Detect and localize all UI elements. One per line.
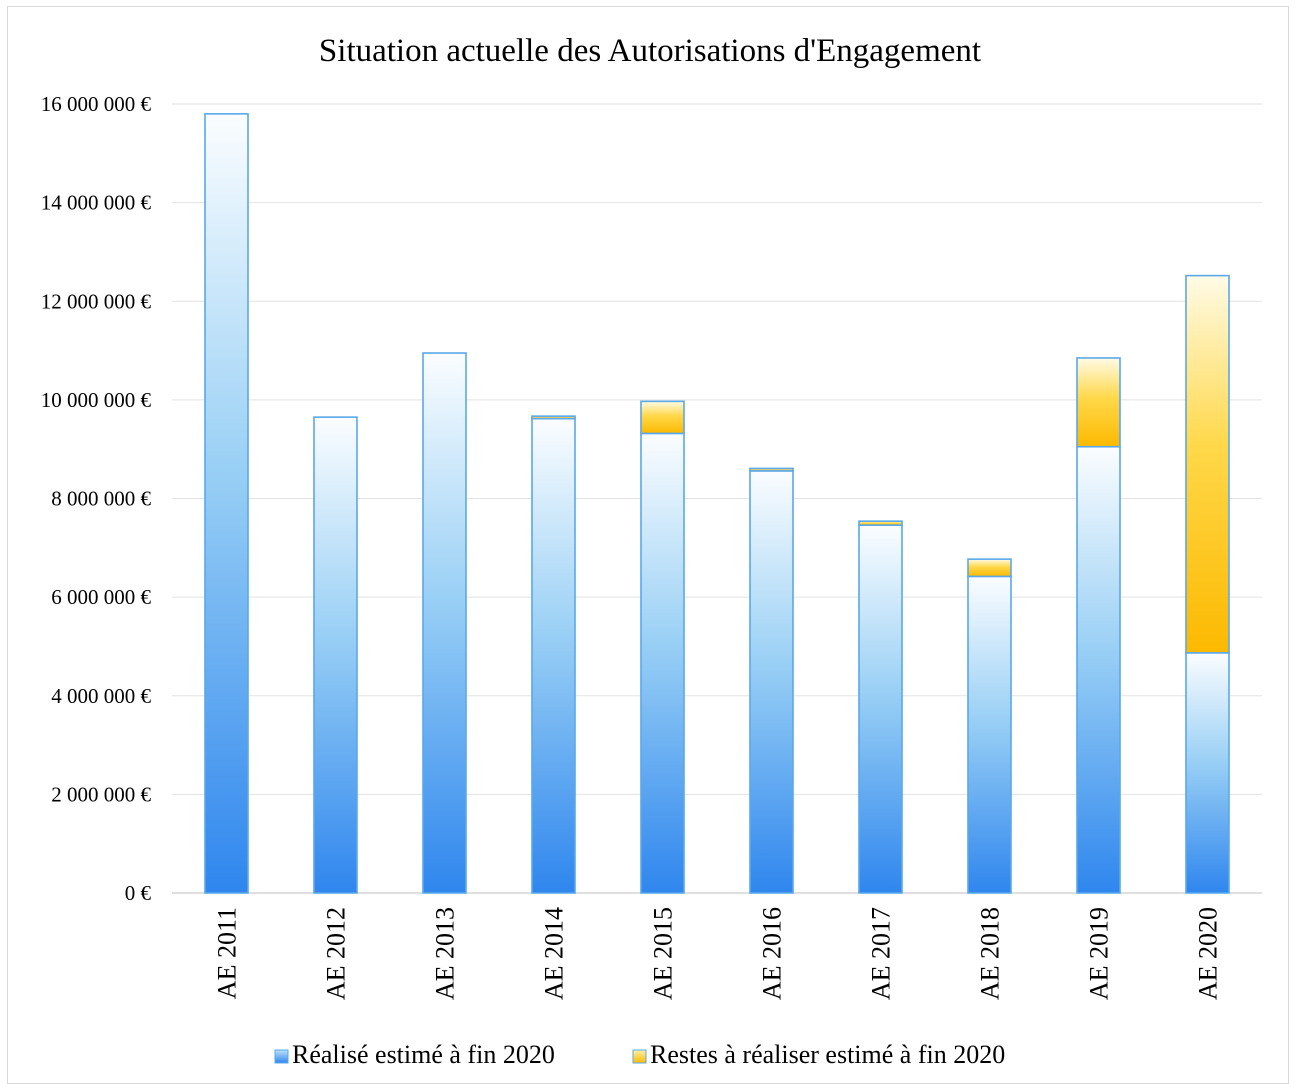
y-tick-label: 10 000 000 € xyxy=(41,388,152,412)
bar-restes-ae-2014 xyxy=(531,415,576,420)
bar-realise-ae-2016 xyxy=(749,470,794,894)
bar-realise-ae-2014 xyxy=(531,417,576,894)
legend-swatch-realise xyxy=(274,1049,289,1064)
x-tick-label: AE 2017 xyxy=(867,907,896,1000)
legend-label-realise: Réalisé estimé à fin 2020 xyxy=(292,1040,555,1069)
bar-realise-ae-2012 xyxy=(313,416,358,894)
bar-realise-ae-2018 xyxy=(967,575,1012,894)
bar-realise-ae-2020 xyxy=(1185,652,1230,894)
y-tick-label: 0 € xyxy=(125,881,152,905)
x-tick-label: AE 2012 xyxy=(322,907,351,1000)
legend-label-restes: Restes à réaliser estimé à fin 2020 xyxy=(650,1040,1005,1069)
bar-restes-ae-2019 xyxy=(1076,357,1121,448)
bar-realise-ae-2013 xyxy=(422,352,467,894)
y-tick-label: 8 000 000 € xyxy=(51,487,151,511)
x-tick-label: AE 2016 xyxy=(758,907,787,1000)
bar-realise-ae-2017 xyxy=(858,524,903,894)
bar-restes-ae-2020 xyxy=(1185,274,1230,654)
x-tick-label: AE 2018 xyxy=(976,907,1005,1000)
y-tick-label: 14 000 000 € xyxy=(41,191,152,215)
y-tick-label: 12 000 000 € xyxy=(41,289,152,313)
x-tick-label: AE 2020 xyxy=(1194,907,1223,1000)
legend: Réalisé estimé à fin 2020 Restes à réali… xyxy=(274,1040,1005,1069)
y-axis: 0 € 2 000 000 € 4 000 000 € 6 000 000 € 8 00… xyxy=(41,92,152,905)
x-tick-label: AE 2014 xyxy=(540,907,569,1000)
y-tick-label: 16 000 000 € xyxy=(41,92,152,116)
x-tick-label: AE 2019 xyxy=(1085,907,1114,1000)
y-tick-label: 4 000 000 € xyxy=(51,684,151,708)
legend-swatch-restes xyxy=(632,1049,647,1064)
chart-title: Situation actuelle des Autorisations d'E… xyxy=(319,33,981,69)
bar-realise-ae-2011 xyxy=(204,113,249,894)
y-tick-label: 6 000 000 € xyxy=(51,585,151,609)
bar-restes-ae-2017 xyxy=(858,520,903,526)
x-axis: AE 2011 AE 2012 AE 2013 AE 2014 AE 2015 AE 20… xyxy=(213,907,1223,1000)
bar-restes-ae-2015 xyxy=(640,400,685,435)
bar-restes-ae-2016 xyxy=(749,467,794,472)
bar-realise-ae-2015 xyxy=(640,432,685,894)
bar-realise-ae-2019 xyxy=(1076,445,1121,894)
y-tick-label: 2 000 000 € xyxy=(51,782,151,806)
x-tick-label: AE 2011 xyxy=(213,907,242,999)
x-tick-label: AE 2013 xyxy=(431,907,460,1000)
bars xyxy=(204,113,1230,894)
bar-restes-ae-2018 xyxy=(967,558,1012,578)
x-tick-label: AE 2015 xyxy=(649,907,678,1000)
